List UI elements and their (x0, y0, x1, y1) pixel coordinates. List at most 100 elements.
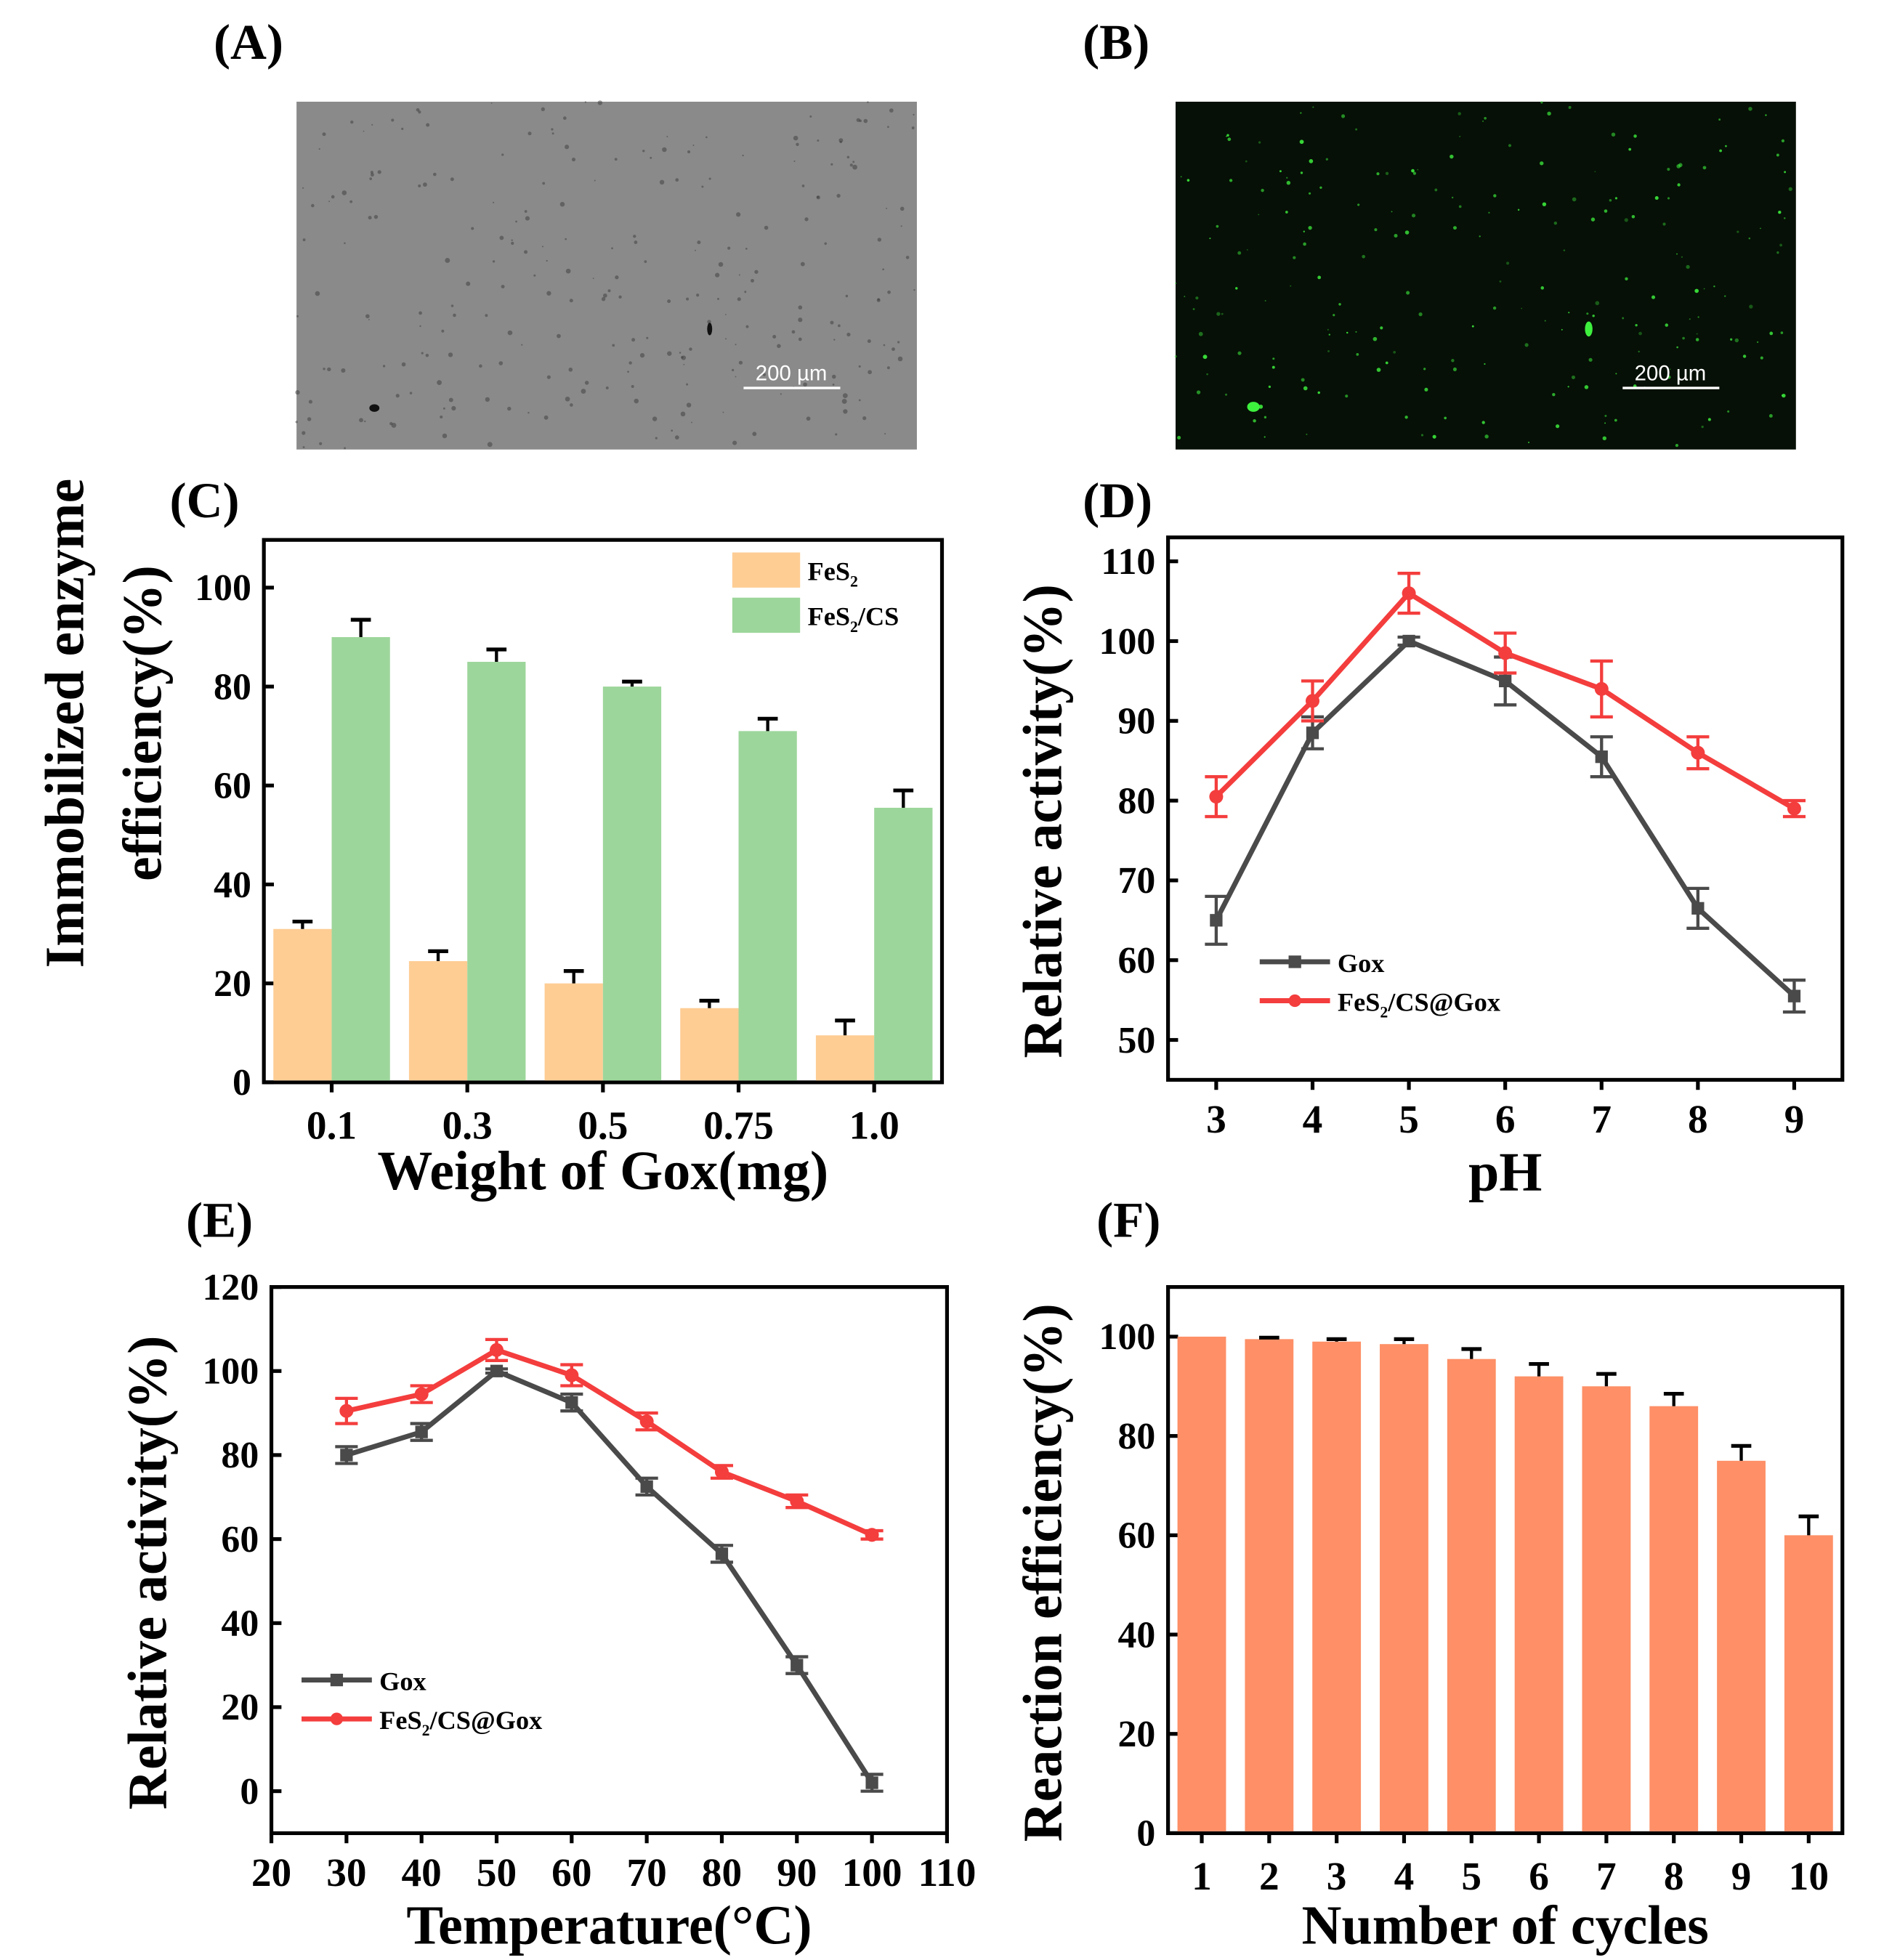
particle (892, 347, 895, 352)
particle (868, 370, 872, 375)
x-tick-label: 4 (1303, 1097, 1323, 1141)
scale-bar-label-a: 200 µm (756, 362, 828, 386)
fluorescent-particle (1376, 368, 1381, 372)
fluorescent-particle (1418, 312, 1423, 317)
fluorescent-particle (1675, 444, 1679, 448)
particle (493, 201, 495, 203)
fluorescent-particle (1345, 394, 1349, 398)
particle (570, 403, 573, 407)
fluorescent-particle (1776, 153, 1779, 157)
particle (852, 161, 855, 163)
particle (839, 140, 842, 144)
bar (874, 807, 933, 1081)
fluorescent-particle (1506, 262, 1510, 265)
fluorescent-particle (1677, 183, 1681, 187)
particle (371, 123, 373, 126)
fluorescent-particle (1459, 135, 1461, 137)
particle (302, 431, 306, 435)
chart-reusability: 0 20 40 60 80 100 1 2 3 4 5 6 7 8 9 10 Number of cycles R… (1013, 1284, 1845, 1956)
particle (565, 268, 571, 274)
fluorescent-particle (1602, 436, 1606, 441)
particle (563, 116, 567, 120)
fluorescent-particle (1707, 418, 1711, 421)
particle (667, 299, 671, 304)
particle (754, 270, 759, 274)
fluorescent-particle (1686, 264, 1690, 270)
fluorescent-particle (1713, 286, 1715, 288)
fluorescent-particle (1595, 301, 1600, 306)
particle (445, 258, 450, 263)
data-point (414, 1387, 429, 1401)
particle (652, 416, 658, 421)
particle (382, 365, 386, 368)
fluorescent-particle (1301, 378, 1305, 382)
bar (408, 961, 468, 1081)
x-tick-label: 2 (1259, 1854, 1279, 1898)
x-axis-label: Number of cycles (1302, 1895, 1709, 1956)
data-point (1498, 646, 1513, 660)
fluorescence-micrograph (1174, 101, 1796, 450)
particle (736, 212, 741, 217)
fluorescent-particle (1628, 147, 1632, 151)
fluorescent-particle (1676, 346, 1678, 349)
fluorescent-particle (1186, 179, 1190, 182)
data-point (791, 1659, 804, 1672)
fluorescent-particle (1300, 112, 1302, 114)
fluorescent-particle (1328, 333, 1330, 336)
bar (1380, 1344, 1428, 1831)
data-point (1402, 634, 1415, 648)
particle (817, 139, 820, 142)
bar (1245, 1339, 1294, 1831)
particle (696, 293, 700, 297)
particle (365, 314, 370, 319)
particle (311, 203, 315, 208)
particle (419, 311, 422, 315)
fluorescent-particle (1479, 235, 1481, 238)
particle (876, 298, 881, 302)
fluorescent-particle (1221, 312, 1224, 315)
particle (899, 206, 905, 211)
bar (1514, 1376, 1564, 1831)
particle (634, 398, 639, 404)
particle (659, 179, 665, 185)
fluorescent-particle (1420, 434, 1424, 437)
panel-label-d: (D) (1083, 472, 1152, 528)
particle (418, 184, 421, 187)
particle (846, 332, 851, 337)
fluorescent-particle (1303, 242, 1306, 246)
fluorescent-particle (1556, 424, 1560, 429)
particle (542, 182, 546, 185)
x-tick-label: 0.75 (703, 1103, 774, 1148)
data-point (1787, 801, 1801, 816)
particle (440, 415, 443, 419)
particle (798, 305, 803, 310)
particle (838, 324, 841, 328)
fluorescent-particle (1237, 351, 1242, 355)
legend-label: FeS2/CS@Gox (379, 1706, 542, 1739)
particle (524, 250, 528, 254)
x-tick-label: 7 (1591, 1097, 1612, 1141)
data-point (790, 1494, 804, 1509)
fluorescent-particle (1452, 367, 1457, 371)
particle (612, 344, 615, 347)
fluorescent-particle (1737, 230, 1739, 233)
data-point (1306, 726, 1319, 740)
particle (359, 418, 363, 423)
fluorescent-particle (1225, 393, 1228, 396)
y-tick-label: 60 (1117, 1515, 1155, 1557)
fluorescent-particle (1300, 171, 1303, 174)
fluorescent-particle (1540, 161, 1544, 166)
y-tick-label: 60 (221, 1519, 259, 1560)
particle (418, 110, 421, 114)
particle (319, 442, 323, 445)
particle (441, 329, 445, 333)
particle (364, 420, 366, 423)
fluorescent-particle (1247, 402, 1260, 412)
particle (557, 333, 561, 339)
fluorescent-particle (1553, 221, 1558, 225)
panel-label-e: (E) (186, 1191, 253, 1247)
fluorescent-particle (1404, 416, 1408, 419)
particle (633, 235, 636, 238)
particle (302, 187, 304, 189)
x-tick-label: 1.0 (849, 1103, 899, 1148)
